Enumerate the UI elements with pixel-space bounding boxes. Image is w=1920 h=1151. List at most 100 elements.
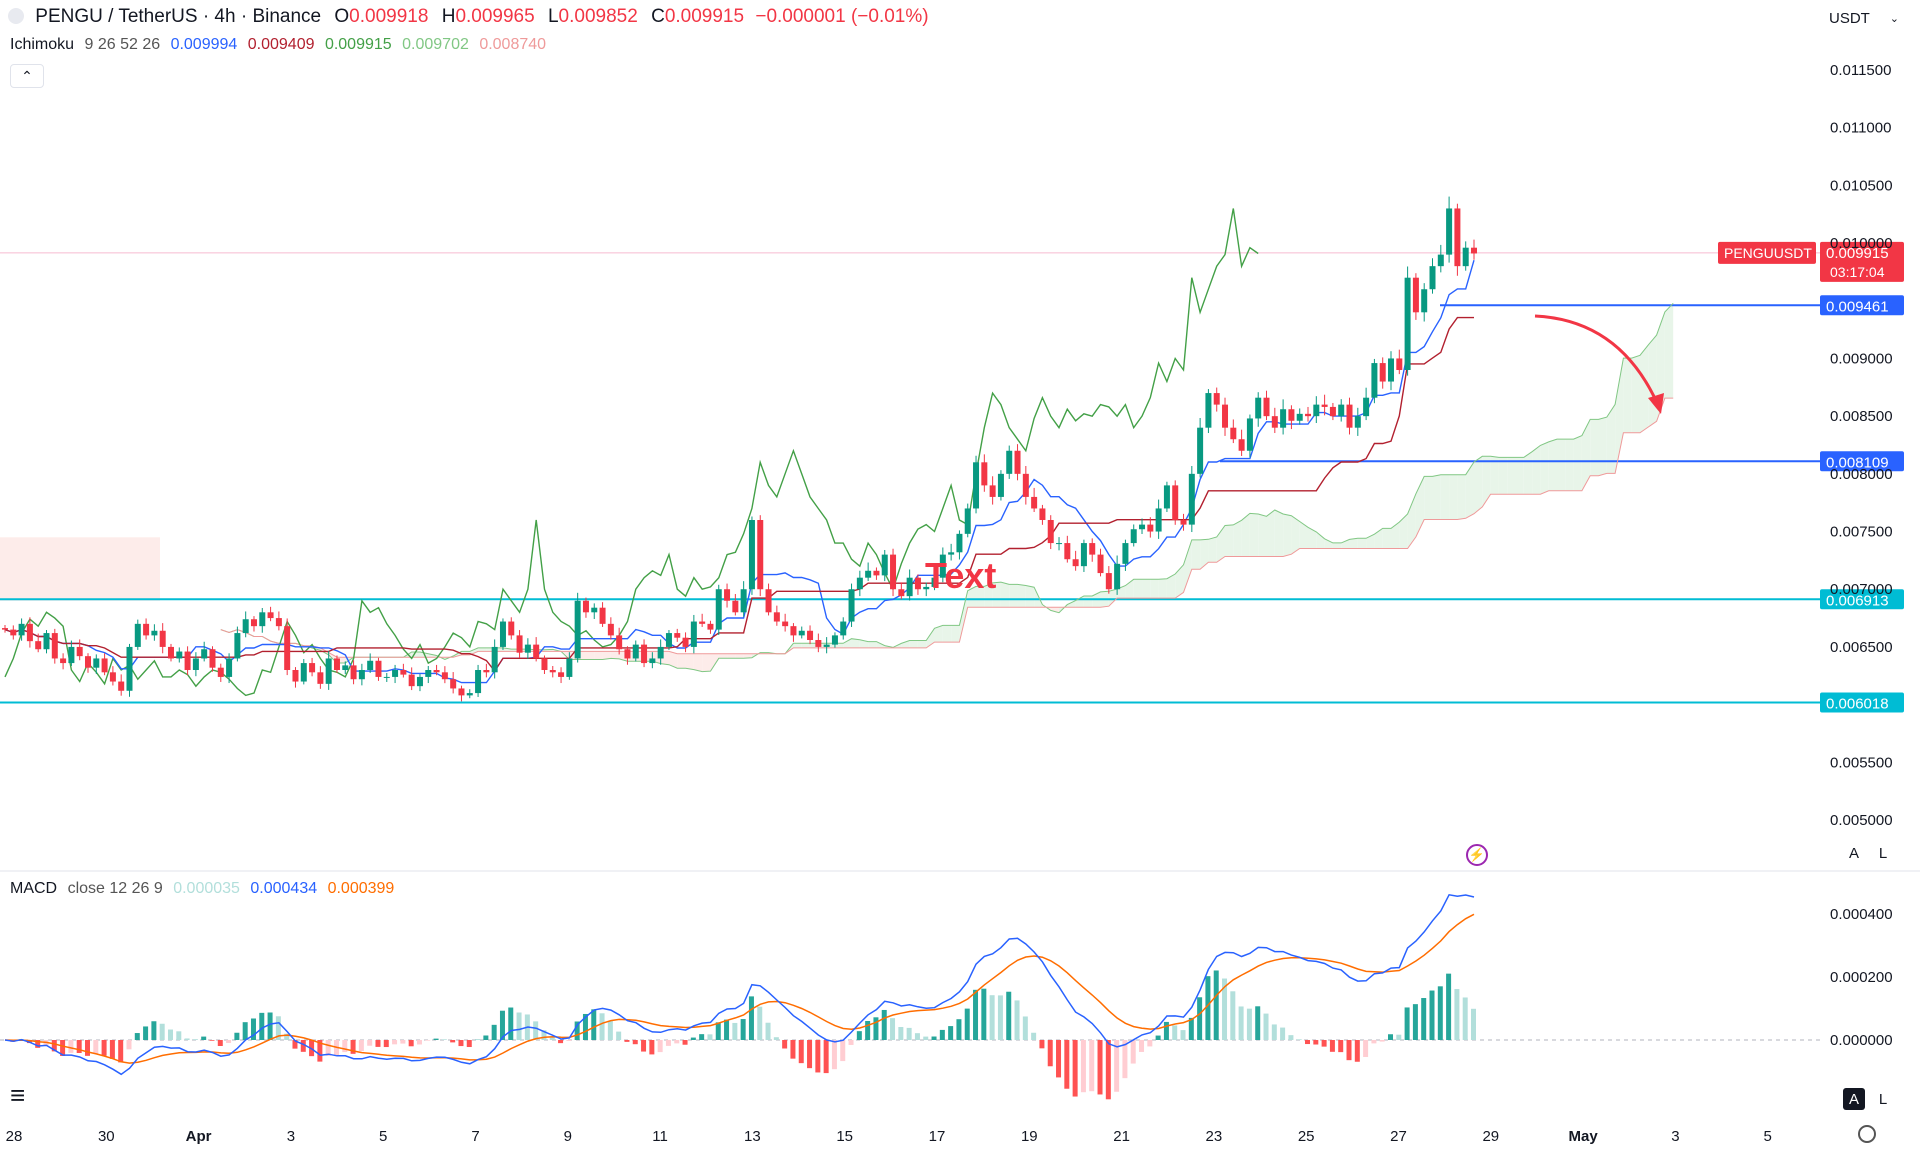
candle-body [35, 641, 42, 650]
candle-body [1064, 543, 1071, 560]
candle-body [757, 520, 764, 590]
time-tick-label: 3 [287, 1128, 295, 1145]
candle-body [1080, 543, 1087, 567]
price-tick-label: 0.005000 [1830, 812, 1893, 829]
macd-histogram-bar [483, 1035, 489, 1040]
macd-histogram-bar [865, 1020, 871, 1040]
candle-body [848, 589, 855, 622]
ichimoku-name: Ichimoku [10, 36, 75, 53]
candle-body [765, 589, 772, 613]
macd-legend[interactable]: MACD close 12 26 9 0.000035 0.000434 0.0… [10, 880, 394, 898]
currency-selector[interactable]: USDT ⌄ [1823, 4, 1905, 32]
macd-histogram-bar [176, 1031, 182, 1040]
level-tag-label: 0.008109 [1826, 454, 1889, 471]
macd-histogram-bar [209, 1040, 215, 1041]
candle-body [84, 656, 91, 668]
time-tick-label: 25 [1298, 1128, 1315, 1145]
cloud-segment [1424, 476, 1433, 520]
macd-histogram-bar [1205, 976, 1211, 1040]
candle-body [159, 630, 166, 647]
candle-body [416, 676, 423, 687]
cloud-segment [959, 590, 968, 643]
log-scale-button[interactable]: L [1878, 844, 1888, 862]
macd-histogram-bar [566, 1040, 572, 1041]
candle-body [325, 658, 332, 684]
macd-histogram-bar [1147, 1040, 1153, 1047]
macd-auto-scale-button[interactable]: A [1843, 1088, 1865, 1110]
ichimoku-legend[interactable]: Ichimoku 9 26 52 26 0.009994 0.009409 0.… [10, 36, 546, 54]
time-tick-label: 3 [1671, 1128, 1679, 1145]
candle-body [1097, 554, 1104, 574]
macd-signal-line [4, 913, 1475, 1064]
candle-body [10, 629, 17, 636]
symbol-title[interactable]: PENGU / TetherUS · 4h · Binance [35, 6, 322, 27]
candle-body [1114, 563, 1121, 590]
macd-histogram-bar [1446, 973, 1452, 1040]
time-tick-label: 11 [652, 1128, 668, 1145]
auto-scale-button[interactable]: A [1848, 844, 1859, 862]
candle-body [890, 554, 897, 590]
macd-log-scale-button[interactable]: L [1878, 1090, 1888, 1108]
time-tick-label: 28 [6, 1128, 23, 1145]
cloud-segment [1498, 457, 1508, 495]
candle-body [1255, 397, 1262, 419]
candle-body [981, 462, 988, 486]
cloud-segment [917, 640, 927, 648]
cloud-segment [1000, 582, 1010, 608]
cloud-segment [1324, 538, 1333, 549]
macd-histogram-bar [300, 1040, 306, 1052]
cloud-segment [602, 651, 611, 660]
settings-icon[interactable] [1858, 1125, 1876, 1143]
candle-body [599, 607, 606, 624]
macd-histogram-bar [35, 1040, 41, 1048]
macd-histogram-bar [184, 1038, 190, 1040]
price-tick-label: 0.006500 [1830, 639, 1893, 656]
annotations: Text [925, 314, 1664, 596]
cloud-segment [1623, 358, 1632, 433]
candle-body [76, 646, 83, 657]
macd-histogram-bar [60, 1040, 66, 1056]
macd-histogram-bar [1155, 1035, 1161, 1040]
macd-histogram-bar [599, 1013, 605, 1040]
ichimoku-value-5: 0.008740 [479, 36, 547, 53]
macd-histogram-bar [1363, 1040, 1369, 1057]
lightning-icon[interactable]: ⚡ [1466, 844, 1488, 866]
cloud-segment [1457, 474, 1466, 520]
chikou-span [4, 208, 1259, 697]
price-tick-label: 0.009000 [1830, 350, 1893, 367]
candle-body [906, 577, 913, 597]
level-tag [1820, 451, 1904, 472]
cloud-segment [1573, 435, 1582, 491]
candle-body [997, 473, 1004, 497]
cloud-segment [1606, 404, 1616, 474]
cloud-segment [1258, 513, 1267, 557]
candle-body [1396, 358, 1403, 370]
cloud-segment [1615, 358, 1624, 474]
macd-histogram-bar [143, 1026, 149, 1040]
macd-histogram-bar [931, 1036, 937, 1040]
time-tick-label: 23 [1206, 1128, 1223, 1145]
macd-histogram-bar [541, 1030, 547, 1040]
candle-body [649, 658, 656, 664]
candle-body [68, 646, 75, 664]
cloud-segment [1432, 474, 1441, 520]
price-tick-label: 0.008000 [1830, 466, 1893, 483]
candle-body [184, 651, 191, 670]
cloud-segment [1332, 542, 1342, 549]
cloud-segment [1648, 335, 1657, 428]
cloud-segment [1357, 538, 1367, 549]
curved-red-down-arrow [1534, 314, 1660, 406]
cloud-segment [1166, 574, 1176, 599]
candle-body [300, 663, 307, 682]
macd-pane: 0.000400 0.000200 0.000000 [0, 893, 1893, 1100]
cloud-segment [585, 651, 595, 660]
cloud-segment [1449, 474, 1458, 520]
collapse-legend-button[interactable]: ⌃ [10, 64, 44, 88]
candle-body [1280, 409, 1287, 428]
price-tag-value: 0.009915 [1826, 245, 1889, 262]
macd-histogram-bar [757, 1006, 763, 1040]
candle-body [740, 589, 747, 613]
macd-histogram-bar [1471, 1008, 1476, 1040]
level-tag [1820, 692, 1904, 713]
